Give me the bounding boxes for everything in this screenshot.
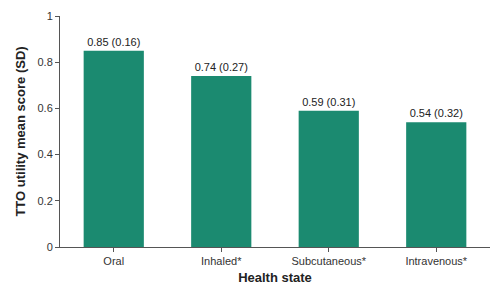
svg-text:0.6: 0.6 <box>38 102 53 114</box>
svg-text:0.8: 0.8 <box>38 56 53 68</box>
svg-text:0: 0 <box>47 241 53 253</box>
svg-text:0.74 (0.27): 0.74 (0.27) <box>195 61 248 73</box>
svg-text:0.59 (0.31): 0.59 (0.31) <box>302 96 355 108</box>
svg-text:0.2: 0.2 <box>38 195 53 207</box>
svg-text:Health state: Health state <box>238 270 312 285</box>
svg-text:Inhaled*: Inhaled* <box>201 255 242 267</box>
svg-text:1: 1 <box>47 10 53 22</box>
svg-text:Intravenous*: Intravenous* <box>405 255 467 267</box>
svg-text:Oral: Oral <box>103 255 124 267</box>
svg-text:Subcutaneous*: Subcutaneous* <box>291 255 366 267</box>
svg-text:0.4: 0.4 <box>38 148 53 160</box>
svg-text:0.54 (0.32): 0.54 (0.32) <box>410 107 463 119</box>
svg-text:0.85 (0.16): 0.85 (0.16) <box>87 36 140 48</box>
svg-text:TTO utility mean score (SD): TTO utility mean score (SD) <box>13 46 28 216</box>
